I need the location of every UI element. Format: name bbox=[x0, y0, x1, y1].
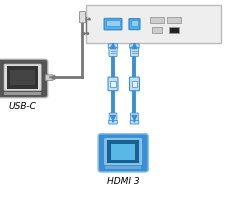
FancyBboxPatch shape bbox=[10, 70, 35, 86]
FancyBboxPatch shape bbox=[130, 21, 137, 27]
FancyBboxPatch shape bbox=[149, 18, 163, 24]
FancyBboxPatch shape bbox=[108, 45, 117, 49]
FancyBboxPatch shape bbox=[86, 6, 220, 44]
FancyBboxPatch shape bbox=[110, 144, 135, 160]
Circle shape bbox=[86, 34, 88, 35]
FancyBboxPatch shape bbox=[130, 121, 138, 124]
FancyBboxPatch shape bbox=[108, 48, 117, 57]
FancyBboxPatch shape bbox=[152, 28, 161, 34]
Text: HDMI 3: HDMI 3 bbox=[106, 176, 139, 185]
FancyBboxPatch shape bbox=[109, 113, 116, 122]
FancyBboxPatch shape bbox=[104, 139, 141, 165]
FancyBboxPatch shape bbox=[4, 65, 41, 91]
FancyBboxPatch shape bbox=[131, 82, 137, 88]
FancyBboxPatch shape bbox=[169, 28, 178, 34]
FancyBboxPatch shape bbox=[7, 67, 38, 89]
FancyBboxPatch shape bbox=[130, 48, 138, 57]
Circle shape bbox=[81, 19, 83, 21]
FancyBboxPatch shape bbox=[104, 166, 141, 169]
FancyBboxPatch shape bbox=[128, 20, 139, 30]
Circle shape bbox=[83, 34, 85, 35]
FancyBboxPatch shape bbox=[110, 82, 115, 88]
FancyBboxPatch shape bbox=[129, 45, 139, 49]
FancyBboxPatch shape bbox=[130, 113, 138, 122]
FancyBboxPatch shape bbox=[107, 141, 138, 163]
FancyBboxPatch shape bbox=[98, 134, 148, 172]
FancyBboxPatch shape bbox=[104, 19, 121, 31]
FancyBboxPatch shape bbox=[79, 12, 85, 24]
FancyBboxPatch shape bbox=[0, 60, 47, 98]
Text: USB-C: USB-C bbox=[9, 102, 36, 111]
FancyBboxPatch shape bbox=[108, 121, 117, 124]
FancyBboxPatch shape bbox=[108, 78, 117, 91]
FancyBboxPatch shape bbox=[45, 75, 53, 81]
FancyBboxPatch shape bbox=[129, 78, 139, 91]
FancyBboxPatch shape bbox=[166, 18, 180, 24]
FancyBboxPatch shape bbox=[4, 92, 41, 95]
FancyBboxPatch shape bbox=[106, 21, 119, 27]
